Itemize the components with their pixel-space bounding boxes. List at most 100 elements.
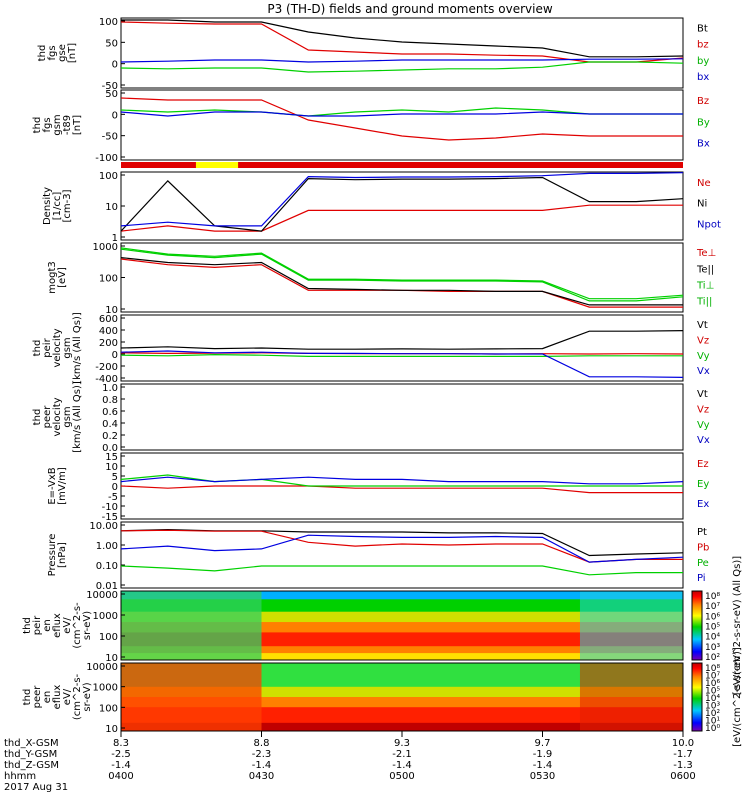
- y-tick-label: 10: [105, 724, 118, 735]
- y-tick-label: 10.00: [89, 521, 118, 532]
- y-axis-label: thd: [37, 45, 48, 62]
- y-axis-label: peir: [42, 337, 53, 357]
- spectrogram-band: [121, 591, 683, 600]
- y-axis-label: Density: [42, 187, 53, 225]
- y-axis-label: gsm: [52, 114, 63, 135]
- panel-9: 10000 1000 100 10 thd peir en eflux eV/(cm^2-s-s…: [22, 590, 684, 664]
- series-line: [120, 529, 683, 563]
- x-axis-value: 0600: [670, 771, 695, 782]
- series-line: [120, 353, 683, 357]
- x-axis-value: -2.5: [111, 749, 131, 760]
- figure-title: P3 (TH-D) fields and ground moments over…: [267, 2, 552, 16]
- series-line: [120, 176, 684, 232]
- y-axis-label: gsm: [62, 406, 73, 427]
- legend-entry: Vt: [697, 389, 708, 400]
- y-tick-label: 15: [105, 452, 118, 463]
- y-tick-label: 100: [99, 274, 118, 285]
- y-tick-label: 0: [112, 110, 118, 121]
- y-tick-label: -10: [102, 502, 118, 513]
- x-axis-row-label: hhmm: [4, 771, 36, 782]
- y-axis-label: (cm^2-s-: [72, 602, 83, 649]
- legend-entry: by: [697, 56, 709, 67]
- y-tick-label: 1000: [93, 683, 118, 694]
- legend-entry: Pe: [697, 558, 709, 569]
- legend-entry: Te||: [696, 264, 714, 275]
- y-tick-label: -5: [108, 492, 118, 503]
- x-axis-row-label: thd_Y-GSM: [4, 749, 57, 760]
- x-axis-value: 9.3: [394, 738, 410, 749]
- panel-4: 1000 100 10 mogt3 [eV] Te⊥ Te|| Ti⊥ Ti||: [47, 242, 716, 316]
- y-tick-label: 600: [99, 314, 118, 325]
- series-line: [120, 107, 683, 117]
- legend-entry: Bx: [697, 139, 710, 150]
- y-tick-label: -400: [95, 374, 118, 385]
- mode-bar-segment: [121, 162, 683, 168]
- legend-entry: Vy: [697, 420, 710, 431]
- series-line: [120, 350, 684, 378]
- y-tick-label: 1.0: [102, 383, 118, 394]
- spectrogram-band: [121, 622, 683, 633]
- x-axis-value: -1.4: [533, 760, 553, 771]
- y-axis-label: [mV/m]: [57, 467, 68, 505]
- legend-entry: Vx: [697, 435, 710, 446]
- y-axis-label: en: [42, 691, 53, 704]
- colorbar: [691, 590, 703, 661]
- panel-6: 1.00.80.60.40.20.0 thd peer velocity gsm [km/…: [32, 381, 710, 454]
- colorbar-tick-label: 10⁵: [705, 623, 720, 633]
- legend-entry: Vz: [697, 335, 709, 346]
- colorbar-tick-label: 10⁸: [705, 592, 720, 602]
- y-tick-label: 0: [112, 60, 118, 71]
- spectrogram-band: [121, 646, 683, 654]
- y-tick-label: 1000: [93, 242, 118, 253]
- y-axis-label: [cm-3]: [62, 189, 73, 222]
- y-tick-label: 1.00: [96, 541, 118, 552]
- legend-entry: Pb: [697, 542, 709, 553]
- y-axis-label: (cm^2-s-: [72, 673, 83, 720]
- x-axis-value: -2.1: [392, 749, 412, 760]
- y-tick-label: -15: [102, 512, 118, 523]
- y-tick-label: 0.4: [102, 419, 118, 430]
- y-axis-label: peer: [42, 405, 53, 429]
- y-tick-label: 1: [112, 233, 118, 244]
- legend-entry: Te⊥: [696, 248, 716, 259]
- series-line: [120, 257, 683, 306]
- y-axis-label: gsm: [62, 337, 73, 358]
- y-axis-label: thd: [32, 340, 43, 357]
- colorbar-tick-label: 10⁴: [705, 633, 720, 643]
- series-line: [120, 111, 683, 117]
- x-axis-value: -1.4: [252, 760, 272, 771]
- x-axis-value: -1.9: [533, 749, 553, 760]
- legend-entry: Ez: [697, 459, 709, 470]
- legend-entry: Ti||: [696, 296, 712, 307]
- y-tick-label: -200: [95, 362, 118, 373]
- y-tick-label: 5: [112, 472, 118, 483]
- y-tick-label: 10: [105, 653, 118, 664]
- y-tick-label: 50: [105, 89, 118, 100]
- panel-frame: [120, 89, 684, 161]
- series-line: [120, 204, 683, 232]
- y-tick-label: 0.6: [102, 407, 118, 418]
- y-tick-label: 0: [112, 350, 118, 361]
- y-axis-label: peer: [32, 685, 43, 709]
- y-axis-label: fgs: [47, 45, 58, 60]
- y-axis-label: [km/s (All Qs)]: [72, 312, 83, 384]
- y-axis-label: [nT]: [72, 115, 83, 135]
- y-axis-label: sr-eV): [82, 682, 93, 711]
- spectrogram-interval: [121, 591, 262, 660]
- y-axis-label: fgs: [42, 117, 53, 132]
- y-axis-label: thd: [32, 117, 43, 134]
- colorbar-tick-label: 10⁷: [705, 672, 720, 682]
- colorbar-tick-label: 10⁶: [705, 679, 720, 689]
- y-axis-label: en: [42, 619, 53, 632]
- y-tick-label: 100: [99, 703, 118, 714]
- colorbar-tick-label: 10⁸: [705, 664, 720, 674]
- legend-entry: bx: [697, 72, 709, 83]
- x-axis-row-label: thd_X-GSM: [4, 738, 59, 749]
- y-tick-label: 200: [99, 338, 118, 349]
- y-tick-label: 0.01: [96, 581, 118, 592]
- panel-frame: [120, 17, 684, 89]
- series-line: [120, 258, 683, 308]
